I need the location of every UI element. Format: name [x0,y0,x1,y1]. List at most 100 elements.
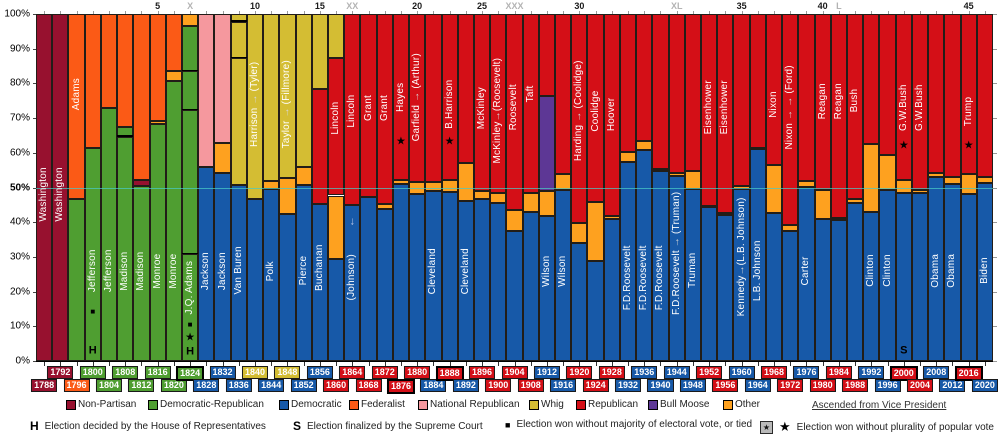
president-label: L.B. Johnson [751,240,763,302]
president-number-15: 15 [314,1,325,11]
segment-democratic [230,184,247,361]
election-bar-1956: Eisenhower [717,14,734,361]
top-tick [725,11,727,14]
candidate-divider [230,20,247,22]
right-tick [993,256,997,258]
year-label-2008: 2008 [923,366,950,379]
segment-republican [960,14,977,174]
segment-democratic-republican [84,147,101,361]
star-no-plurality-mark: ★ [898,139,909,152]
gray-bar-swatch: ★ [760,420,773,434]
top-tick [887,11,889,14]
top-tick [968,11,970,14]
segment-republican [619,14,637,152]
president-label: Reagan [816,82,828,119]
vp-ascension-note: Ascended from Vice President [812,400,947,411]
star-no-plurality-mark: ★ [963,139,974,152]
candidate-divider [181,70,199,72]
year-label-1952: 1952 [696,366,723,379]
segment-republican [928,14,945,173]
president-label: Grant [378,94,390,121]
segment-whig [263,14,280,181]
segment-republican [944,14,961,178]
segment-democratic [960,193,977,361]
top-tick [125,11,127,14]
election-bar-1852: Pierce [295,14,312,361]
top-tick [806,11,808,14]
star-no-plurality-mark: ★ [444,135,455,148]
year-tick [141,362,143,366]
legend-item-bull: Bull Moose [648,399,709,410]
footnote-star-text: Election won without plurality of popula… [796,421,994,433]
president-label: Lincoln [346,94,358,128]
segment-democratic [587,261,604,361]
president-label: Grant [362,94,374,121]
year-tick [108,362,110,366]
house-glyph: H [30,419,39,433]
vp-ascension-arrow-icon: → [281,107,293,118]
year-tick [498,362,500,366]
election-bar-1940: F.D.Roosevelt [652,14,669,361]
segment-republican [555,14,572,174]
election-bar-1936: F.D.Roosevelt [636,14,653,361]
president-label: Obama [930,253,942,288]
year-label-1964: 1964 [744,379,771,392]
top-tick [303,11,305,14]
segment-democratic [246,198,264,361]
segment-democratic-republican [165,81,182,361]
president-label: Hayes [394,82,406,112]
segment-democratic-republican [181,71,199,111]
y-axis: 100% 90% 80% 70% 60% 50% 40% 30% 20% 10% 0% [0,9,36,367]
year-label-1792: 1792 [47,366,74,379]
president-number-25: 25 [477,1,488,11]
president-label: Van Buren [232,246,244,295]
election-bar-1868: Grant [360,14,377,361]
top-tick [644,11,646,14]
segment-other [571,223,588,243]
segment-other [376,203,393,210]
segment-democratic [830,220,847,361]
segment-democratic [214,172,231,361]
segment-national-republican [214,14,231,144]
year-tick [206,362,208,366]
supreme-court-glyph: S [293,419,302,433]
election-bar-1960: Kennedy→(L.B. Johnson) [733,14,750,361]
year-label-1888: 1888 [435,366,464,381]
segment-republican [457,14,474,164]
footnote-no-plurality: ★ ★ Election won without plurality of po… [760,419,994,435]
legend-swatch-np [66,399,76,410]
y-tick-label-0: 0% [15,355,30,367]
president-label: Hoover [605,97,617,132]
election-bar-1880: Garfield → (Arthur) [409,14,426,361]
footnote-supreme-court: S Election finalized by the Supreme Cour… [293,419,483,433]
segment-democratic [198,166,215,361]
segment-republican [830,14,847,219]
segment-other [798,180,815,188]
right-tick [993,83,997,85]
legend-label-bull: Bull Moose [660,399,710,410]
segment-other [506,209,523,231]
segment-republican [376,14,393,204]
segment-federalist [84,14,101,148]
footnote-no-majority: ■ Election won without majority of elect… [505,419,752,430]
year-label-1916: 1916 [550,379,577,392]
segment-democratic [976,183,993,361]
president-label: G.W.Bush [914,84,925,132]
year-label-1924: 1924 [582,379,609,392]
election-bar-1944: F.D.Roosevelt → (Truman) [668,14,685,361]
legend-label-other: Other [735,399,761,410]
segment-other [327,195,345,259]
segment-other [603,215,620,220]
segment-republican [571,14,588,224]
segment-democratic [928,177,945,361]
right-tick [993,14,997,15]
top-tick [692,11,694,14]
year-tick [482,362,484,366]
segment-republican [733,14,750,187]
vp-ascension-arrow-icon: → [492,111,504,122]
top-tick [530,11,532,14]
legend: Ascended from Vice President Non-Partisa… [0,399,1000,414]
candidate-divider [181,108,199,111]
segment-other [684,170,702,189]
y-tick [33,48,36,50]
